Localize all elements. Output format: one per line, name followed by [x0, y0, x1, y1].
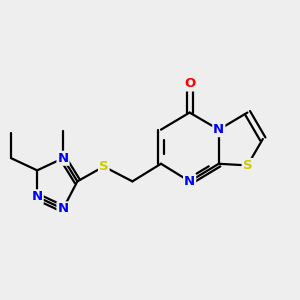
Text: N: N [58, 202, 69, 215]
Text: N: N [213, 123, 224, 136]
Text: N: N [184, 175, 195, 188]
Text: O: O [184, 77, 195, 91]
Text: S: S [243, 159, 252, 172]
Text: N: N [32, 190, 43, 203]
Text: S: S [99, 160, 109, 173]
Text: N: N [58, 152, 69, 165]
